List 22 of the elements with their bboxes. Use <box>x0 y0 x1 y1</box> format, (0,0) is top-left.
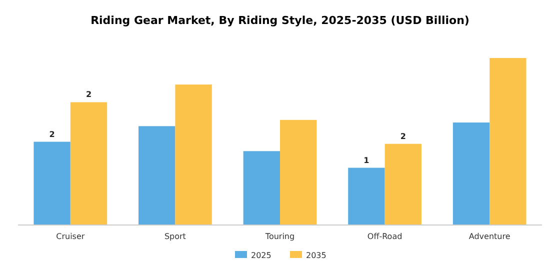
bar <box>138 126 176 225</box>
legend-label: 2025 <box>251 251 272 260</box>
bar <box>280 120 317 225</box>
legend-label: 2035 <box>306 251 326 260</box>
bar <box>490 58 526 225</box>
data-label: 1 <box>364 156 370 165</box>
bar <box>34 142 70 225</box>
x-tick-label: Off-Road <box>367 232 402 241</box>
bar <box>348 168 385 225</box>
x-tick-label: Touring <box>264 232 295 241</box>
data-label: 2 <box>49 130 55 139</box>
bar <box>70 102 108 225</box>
bar <box>243 151 280 225</box>
data-label: 2 <box>400 132 406 141</box>
x-tick-label: Sport <box>164 232 186 241</box>
bar <box>175 84 212 225</box>
x-tick-label: Adventure <box>468 232 510 241</box>
data-label: 2 <box>86 90 92 100</box>
bar <box>452 122 490 225</box>
x-tick-label: Cruiser <box>56 232 86 241</box>
chart-title: Riding Gear Market, By Riding Style, 2025-2035 (USD Billion) <box>90 14 470 27</box>
bar <box>384 144 422 225</box>
